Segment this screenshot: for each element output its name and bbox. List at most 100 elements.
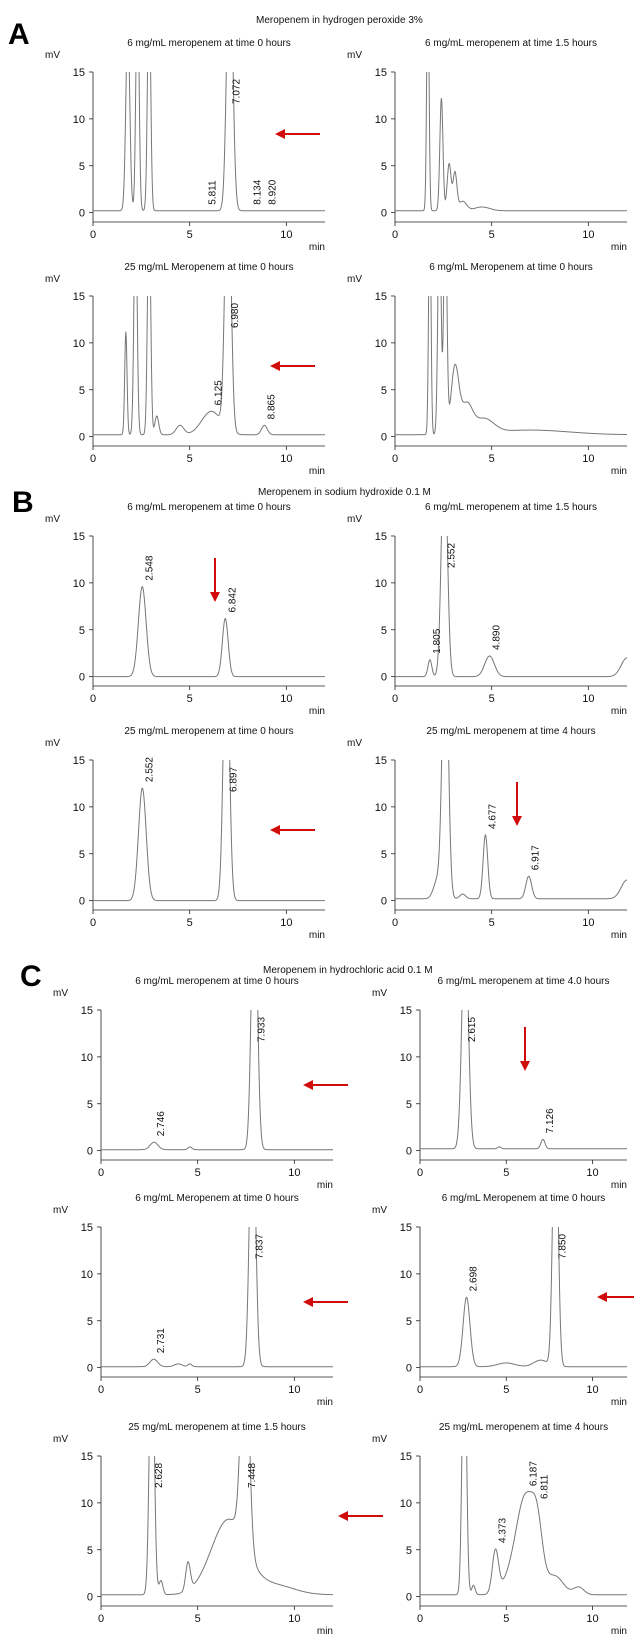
y-tick-label: 0 — [79, 896, 85, 908]
chromatogram-trace — [101, 1227, 333, 1368]
red-arrow-head — [303, 1297, 313, 1307]
x-tick-label: 5 — [187, 693, 193, 705]
y-tick-label: 5 — [406, 1316, 412, 1328]
peak-label: 8.134 — [252, 179, 263, 204]
y-tick-label: 0 — [406, 1363, 412, 1375]
chart-title: 25 mg/mL meropenem at time 1.5 hours — [128, 1422, 306, 1433]
y-tick-label: 15 — [375, 67, 387, 79]
y-tick-label: 15 — [375, 755, 387, 767]
y-tick-label: 15 — [400, 1451, 412, 1463]
y-axis-label: mV — [372, 1434, 387, 1445]
peak-label: 2.746 — [156, 1111, 167, 1136]
red-arrow-head — [303, 1080, 313, 1090]
chart-title: 25 mg/mL meropenem at time 4 hours — [426, 726, 595, 737]
y-tick-label: 10 — [400, 1052, 412, 1064]
y-tick-label: 10 — [400, 1498, 412, 1510]
x-axis-label: min — [317, 1180, 333, 1191]
peak-label: 4.677 — [487, 804, 498, 829]
panel-letter-a: A — [8, 18, 30, 51]
peak-label: 6.980 — [230, 303, 241, 328]
x-tick-label: 5 — [195, 1384, 201, 1396]
x-tick-label: 0 — [417, 1167, 423, 1179]
x-tick-label: 0 — [98, 1384, 104, 1396]
peak-label: 4.890 — [492, 625, 503, 650]
x-axis-label: min — [611, 242, 627, 253]
x-tick-label: 5 — [489, 917, 495, 929]
peak-label: 7.837 — [255, 1234, 266, 1259]
chromatogram-trace — [93, 296, 325, 436]
x-axis-label: min — [309, 930, 325, 941]
red-arrow-head — [275, 129, 285, 139]
y-tick-label: 5 — [79, 625, 85, 637]
x-tick-label: 5 — [489, 453, 495, 465]
y-tick-label: 5 — [381, 161, 387, 173]
x-tick-label: 0 — [98, 1613, 104, 1625]
x-axis-label: min — [611, 1180, 627, 1191]
chromatogram-trace — [101, 1456, 333, 1596]
y-tick-label: 15 — [81, 1451, 93, 1463]
chromatogram-10: 6 mg/mL meropenem at time 4.0 hours mV min… — [372, 976, 627, 1191]
chart-title: 6 mg/mL meropenem at time 4.0 hours — [438, 976, 610, 987]
x-tick-label: 10 — [288, 1167, 300, 1179]
y-tick-label: 15 — [375, 531, 387, 543]
x-tick-label: 5 — [187, 917, 193, 929]
peak-label: 8.920 — [267, 179, 278, 204]
y-axis-label: mV — [45, 50, 60, 61]
y-axis-label: mV — [53, 988, 68, 999]
y-tick-label: 5 — [87, 1545, 93, 1557]
y-axis-label: mV — [347, 514, 362, 525]
chart-title: 6 mg/mL Meropenem at time 0 hours — [442, 1193, 606, 1204]
peak-label: 2.552 — [144, 757, 155, 782]
y-tick-label: 10 — [375, 338, 387, 350]
y-tick-label: 10 — [81, 1052, 93, 1064]
y-tick-label: 0 — [381, 672, 387, 684]
y-axis-label: mV — [372, 1205, 387, 1216]
y-tick-label: 0 — [381, 432, 387, 444]
x-axis-label: min — [309, 466, 325, 477]
peak-label: 1.805 — [432, 628, 443, 653]
chart-title: 6 mg/mL meropenem at time 1.5 hours — [425, 38, 597, 49]
y-tick-label: 10 — [375, 578, 387, 590]
x-tick-label: 5 — [489, 229, 495, 241]
x-tick-label: 0 — [90, 693, 96, 705]
peak-label: 4.373 — [497, 1518, 508, 1543]
x-tick-label: 10 — [586, 1384, 598, 1396]
x-tick-label: 0 — [98, 1167, 104, 1179]
x-tick-label: 5 — [187, 229, 193, 241]
red-arrow-head — [210, 592, 220, 602]
y-tick-label: 10 — [73, 578, 85, 590]
chromatogram-trace — [395, 296, 627, 436]
y-tick-label: 15 — [81, 1222, 93, 1234]
chart-title: 6 mg/mL Meropenem at time 0 hours — [135, 1193, 299, 1204]
red-arrow-head — [520, 1061, 530, 1071]
x-tick-label: 10 — [586, 1613, 598, 1625]
x-tick-label: 5 — [195, 1167, 201, 1179]
chromatogram-trace — [420, 1010, 627, 1150]
x-tick-label: 10 — [582, 917, 594, 929]
y-tick-label: 10 — [73, 338, 85, 350]
y-tick-label: 5 — [406, 1099, 412, 1111]
peak-label: 6.842 — [227, 587, 238, 612]
x-tick-label: 10 — [582, 693, 594, 705]
y-tick-label: 0 — [381, 208, 387, 220]
chromatogram-14: 25 mg/mL meropenem at time 4 hours mV min 0… — [372, 1422, 627, 1636]
chart-title: 6 mg/mL meropenem at time 1.5 hours — [425, 502, 597, 513]
y-tick-label: 10 — [375, 802, 387, 814]
peak-label: 2.552 — [446, 543, 457, 568]
peak-label: 7.126 — [545, 1108, 556, 1133]
section-title-a: Meropenem in hydrogen peroxide 3% — [256, 15, 423, 26]
chromatogram-3: 25 mg/mL Meropenem at time 0 hours mV min 0… — [45, 262, 325, 477]
y-tick-label: 15 — [400, 1005, 412, 1017]
red-arrow-head — [597, 1292, 607, 1302]
peak-label: 6.187 — [529, 1461, 540, 1486]
y-axis-label: mV — [347, 50, 362, 61]
peak-label: 6.897 — [228, 767, 239, 792]
y-tick-label: 15 — [73, 291, 85, 303]
x-axis-label: min — [611, 1397, 627, 1408]
y-axis-label: mV — [45, 514, 60, 525]
y-tick-label: 5 — [79, 385, 85, 397]
x-axis-label: min — [611, 706, 627, 717]
y-tick-label: 15 — [375, 291, 387, 303]
x-tick-label: 0 — [417, 1384, 423, 1396]
x-tick-label: 0 — [392, 693, 398, 705]
